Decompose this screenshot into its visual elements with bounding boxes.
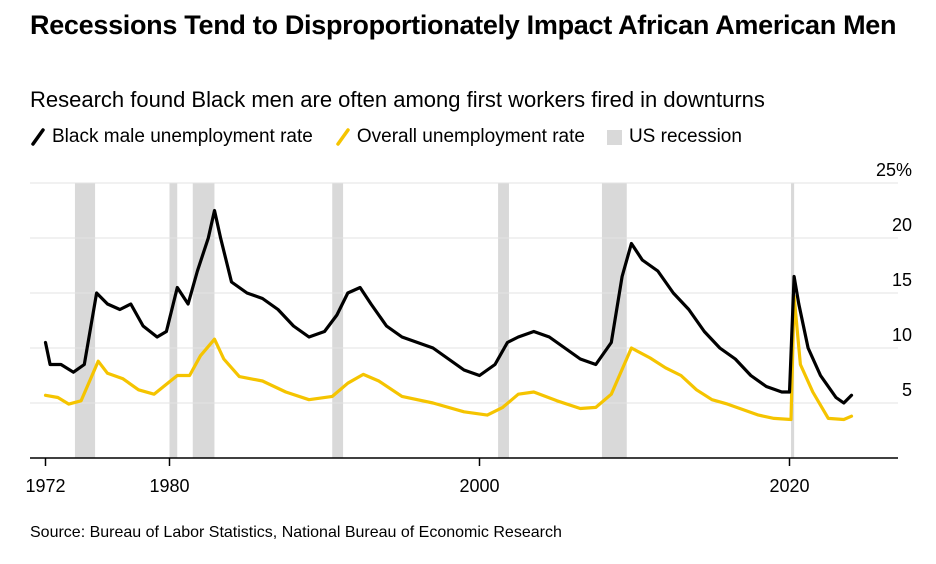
- legend: Black male unemployment rate Overall une…: [30, 124, 764, 150]
- series-line-black-male: [43, 208, 854, 405]
- y-tick-label-20: 20: [892, 215, 912, 235]
- legend-label-overall: Overall unemployment rate: [356, 126, 585, 147]
- recession-swatch-icon: [606, 129, 622, 145]
- chart-title: Recessions Tend to Disproportionately Im…: [30, 10, 897, 40]
- x-tick-label-1972: 1972: [25, 476, 65, 496]
- legend-label-black-male: Black male unemployment rate: [52, 126, 313, 147]
- source-note: Source: Bureau of Labor Statistics, Nati…: [30, 524, 562, 541]
- line-chart: 5 10 15 20 25% 1972 1980 2000 2020: [25, 160, 912, 496]
- y-tick-label-5: 5: [902, 380, 912, 400]
- legend-label-recession: US recession: [628, 126, 742, 147]
- y-tick-label-25: 25%: [876, 160, 912, 180]
- x-tick-label-2020: 2020: [769, 476, 809, 496]
- x-tick-label-2000: 2000: [459, 476, 499, 496]
- recession-band-1: [169, 183, 178, 458]
- recession-band-0: [74, 183, 96, 458]
- recession-band-2: [192, 183, 215, 458]
- series-line-overall: [43, 294, 854, 422]
- x-tick-label-1980: 1980: [149, 476, 189, 496]
- chart-subtitle: Research found Black men are often among…: [30, 87, 765, 112]
- black-line-swatch-icon: [31, 128, 45, 146]
- legend-item-black-male: Black male unemployment rate: [30, 126, 313, 148]
- y-tick-label-15: 15: [892, 270, 912, 290]
- recession-band-4: [498, 183, 509, 458]
- legend-item-overall: Overall unemployment rate: [335, 126, 585, 148]
- recession-band-3: [332, 183, 344, 458]
- legend-item-recession: US recession: [606, 126, 742, 148]
- y-tick-label-10: 10: [892, 325, 912, 345]
- yellow-line-swatch-icon: [336, 128, 350, 146]
